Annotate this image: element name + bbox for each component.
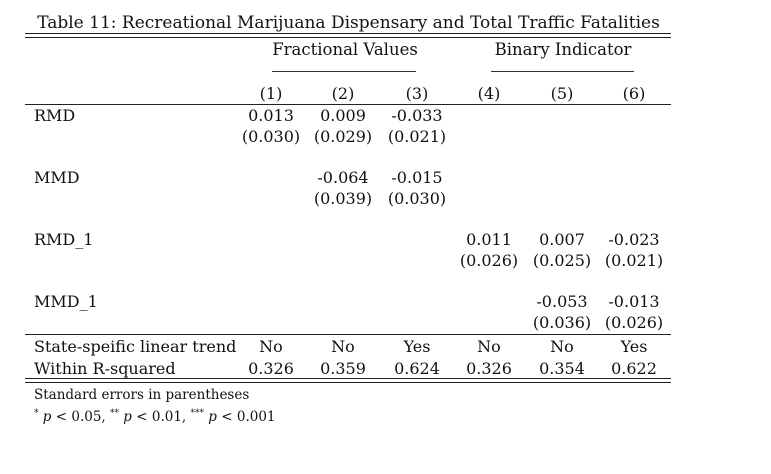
stat-value-cell: No <box>550 337 574 356</box>
row-label: MMD <box>34 168 80 187</box>
footnote-standard-errors: Standard errors in parentheses <box>34 387 250 403</box>
standard-error-cell: (0.026) <box>604 313 664 332</box>
stat-value-cell: No <box>331 337 355 356</box>
coefficient-cell: 0.009 <box>320 106 366 125</box>
column-header: (6) <box>622 84 646 103</box>
stats-rule <box>25 334 671 335</box>
standard-error-cell: (0.025) <box>532 251 592 270</box>
standard-error-cell: (0.021) <box>604 251 664 270</box>
coefficient-cell: -0.013 <box>608 292 660 311</box>
coefficient-cell: 0.007 <box>539 230 585 249</box>
threshold-3: < 0.001 <box>221 409 276 425</box>
p-symbol-1: p <box>42 409 52 425</box>
stat-value-cell: No <box>259 337 283 356</box>
bottom-rule-2 <box>25 382 671 383</box>
stat-value-cell: 0.624 <box>394 359 440 378</box>
row-label: MMD_1 <box>34 292 98 311</box>
standard-error-cell: (0.021) <box>387 127 447 146</box>
table-title: Table 11: Recreational Marijuana Dispens… <box>37 13 660 33</box>
standard-error-cell: (0.030) <box>241 127 301 146</box>
threshold-1: < 0.05, <box>55 409 106 425</box>
standard-error-cell: (0.036) <box>532 313 592 332</box>
star-3: *** <box>190 408 205 419</box>
column-header: (3) <box>405 84 429 103</box>
p-symbol-3: p <box>208 409 217 425</box>
group-header-binary: Binary Indicator <box>494 40 632 59</box>
top-rule-1 <box>25 33 671 34</box>
stat-value-cell: 0.354 <box>539 359 585 378</box>
stat-label: State-speific linear trend <box>34 337 237 356</box>
stat-value-cell: 0.326 <box>466 359 512 378</box>
standard-error-cell: (0.039) <box>313 189 373 208</box>
standard-error-cell: (0.026) <box>459 251 519 270</box>
coefficient-cell: -0.033 <box>391 106 443 125</box>
star-2: ** <box>110 408 119 419</box>
group-rule-binary <box>491 71 634 72</box>
standard-error-cell: (0.029) <box>313 127 373 146</box>
coefficient-cell: -0.023 <box>608 230 660 249</box>
bottom-rule-1 <box>25 378 671 379</box>
column-header: (5) <box>550 84 574 103</box>
star-1: * <box>34 408 39 419</box>
p-symbol-2: p <box>123 409 132 425</box>
group-rule-fractional <box>272 71 416 72</box>
header-rule <box>25 104 671 105</box>
stat-value-cell: 0.326 <box>248 359 294 378</box>
column-header: (2) <box>331 84 355 103</box>
column-header: (4) <box>477 84 501 103</box>
column-header: (1) <box>259 84 283 103</box>
footnote-significance: * p < 0.05, ** p < 0.01, *** p < 0.001 <box>34 409 276 425</box>
coefficient-cell: -0.053 <box>536 292 588 311</box>
row-label: RMD_1 <box>34 230 94 249</box>
top-rule-2 <box>25 37 671 38</box>
stat-value-cell: Yes <box>620 337 648 356</box>
stat-value-cell: Yes <box>403 337 431 356</box>
row-label: RMD <box>34 106 76 125</box>
coefficient-cell: -0.015 <box>391 168 443 187</box>
coefficient-cell: 0.011 <box>466 230 512 249</box>
stat-value-cell: No <box>477 337 501 356</box>
group-header-fractional: Fractional Values <box>272 40 418 59</box>
coefficient-cell: -0.064 <box>317 168 369 187</box>
stat-value-cell: 0.359 <box>320 359 366 378</box>
standard-error-cell: (0.030) <box>387 189 447 208</box>
stat-value-cell: 0.622 <box>611 359 657 378</box>
stat-label: Within R-squared <box>34 359 176 378</box>
coefficient-cell: 0.013 <box>248 106 294 125</box>
threshold-2: < 0.01, <box>136 409 187 425</box>
